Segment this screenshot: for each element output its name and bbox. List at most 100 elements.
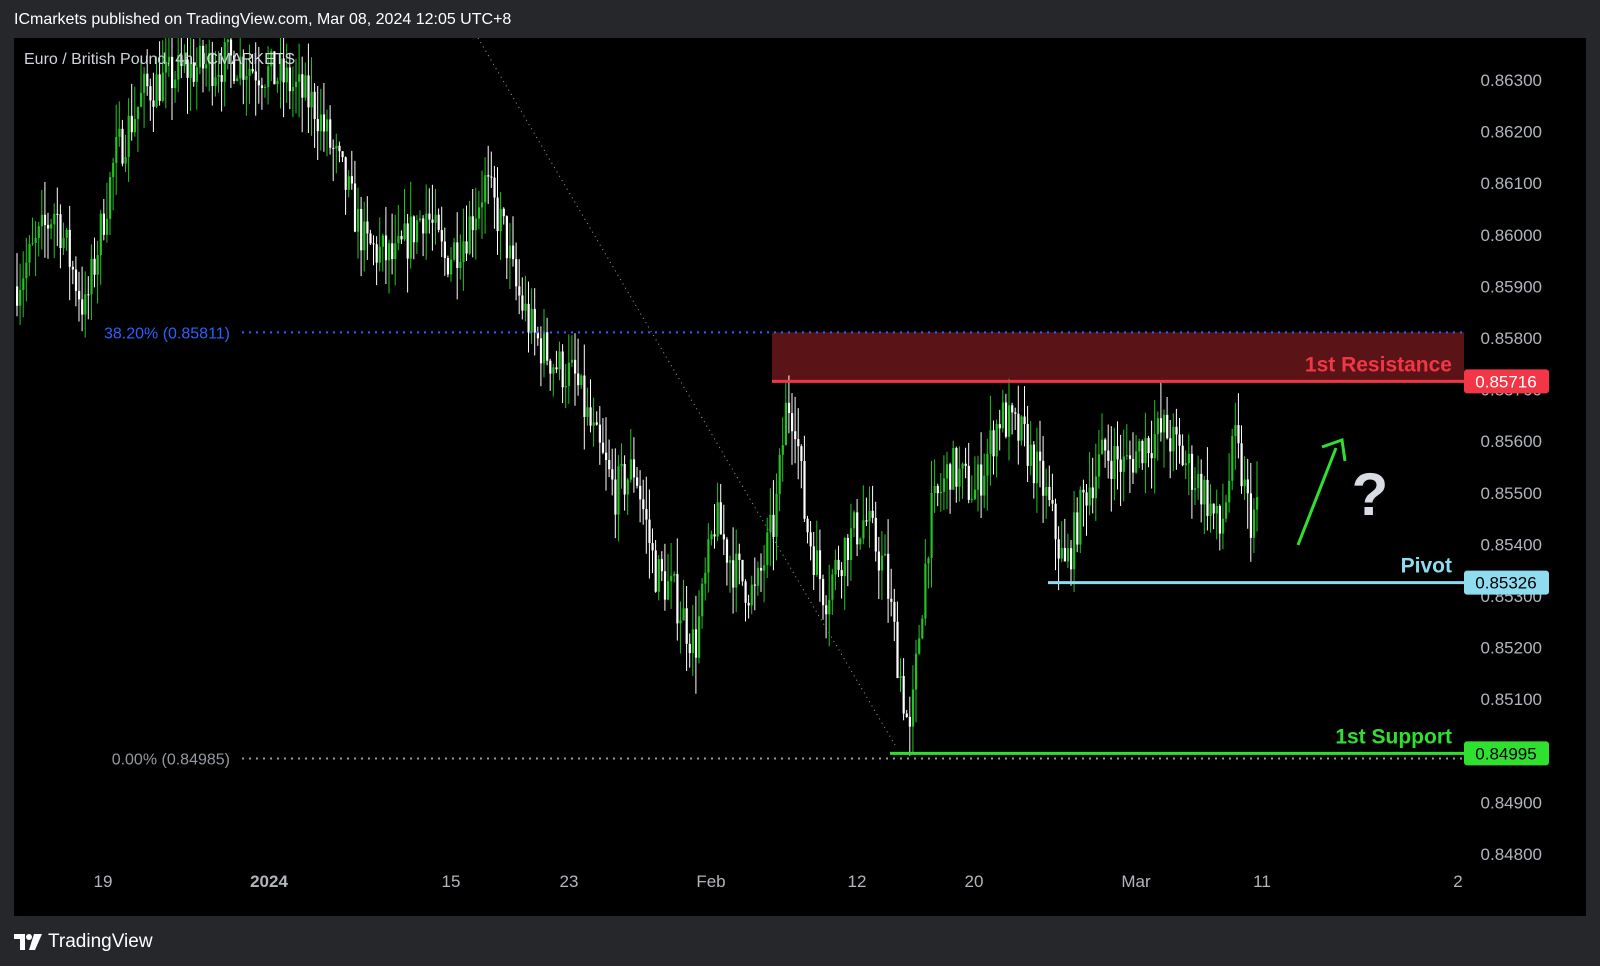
candle-body	[828, 599, 831, 615]
time-tick: 11	[1253, 872, 1271, 891]
candle-body	[546, 332, 549, 361]
price-tick: 0.85800	[1481, 329, 1542, 348]
candle-body	[908, 716, 911, 727]
candle-body	[769, 514, 772, 533]
candle-body	[583, 375, 586, 418]
candle-body	[499, 208, 502, 232]
time-axis[interactable]: 19 2024 15 23 Feb 12 20 Mar 11 2	[94, 872, 1463, 891]
candle-body	[164, 61, 167, 73]
candle-body	[1246, 479, 1249, 494]
candle-body	[397, 235, 400, 244]
support-price-tag: 0.84995	[1464, 741, 1549, 766]
candle-body	[19, 289, 22, 306]
candle-body	[849, 528, 853, 560]
candle-body	[608, 460, 611, 470]
candle-body	[949, 464, 952, 490]
candle-body	[1042, 460, 1045, 496]
candle-body	[428, 213, 431, 220]
candle-body	[403, 223, 406, 240]
candle-body	[140, 92, 143, 107]
candle-body	[536, 332, 539, 339]
candle-body	[260, 85, 264, 89]
candle-body	[285, 67, 288, 83]
candle-body	[750, 584, 753, 606]
candle-body	[1082, 489, 1085, 493]
candle-body	[561, 351, 564, 388]
tradingview-logo[interactable]: TradingView	[14, 931, 153, 953]
candle-body	[983, 475, 986, 496]
candle-body	[50, 224, 53, 229]
candle-body	[378, 246, 381, 263]
candle-body	[295, 81, 298, 88]
candle-body	[1008, 405, 1011, 437]
candle-body	[443, 241, 446, 259]
candle-body	[245, 75, 248, 80]
candle-body	[530, 308, 533, 333]
candle-body	[1225, 502, 1228, 519]
candle-body	[229, 39, 233, 56]
candle-body	[614, 479, 617, 515]
candle-body	[28, 243, 31, 263]
candle-body	[592, 422, 595, 426]
publish-info: ICmarkets published on TradingView.com, …	[14, 11, 512, 28]
candle-body	[549, 360, 552, 374]
candle-body	[980, 464, 983, 496]
candle-body	[512, 245, 515, 260]
candle-body	[288, 67, 291, 92]
candle-body	[753, 584, 756, 586]
candle-body	[539, 338, 543, 364]
candle-body	[899, 676, 902, 679]
candle-body	[453, 242, 456, 260]
candle-body	[59, 214, 62, 249]
candle-body	[555, 367, 558, 370]
candle-body	[1128, 455, 1132, 459]
candle-body	[319, 114, 322, 132]
candle-body	[605, 452, 608, 461]
resistance-price: 0.85716	[1475, 372, 1536, 391]
candle-body	[952, 447, 955, 490]
candle-body	[784, 402, 787, 446]
candle-body	[716, 502, 719, 537]
candle-body	[1141, 441, 1144, 464]
candle-body	[74, 269, 78, 291]
candle-body	[257, 80, 260, 86]
candle-body	[1221, 518, 1225, 534]
candle-body	[1094, 476, 1097, 499]
candle-body	[105, 218, 109, 235]
candle-body	[22, 278, 25, 290]
price-tick: 0.85200	[1481, 639, 1542, 658]
candle-body	[183, 59, 186, 66]
candle-body	[775, 493, 778, 537]
candle-body	[617, 466, 620, 515]
candle-body	[62, 237, 65, 249]
candle-body	[707, 539, 710, 573]
candle-body	[474, 218, 477, 231]
candle-body	[338, 145, 341, 152]
candle-body	[1101, 439, 1104, 455]
candle-body	[803, 461, 806, 519]
candle-body	[747, 602, 750, 606]
candles	[16, 38, 1259, 756]
resistance-price-tag: 0.85716	[1464, 369, 1549, 394]
candle-body	[211, 52, 214, 87]
candle-body	[326, 119, 329, 132]
candle-body	[998, 424, 1001, 429]
candle-body	[1119, 459, 1122, 472]
candle-body	[887, 553, 890, 599]
candle-body	[65, 229, 68, 238]
candle-body	[663, 571, 667, 600]
candle-body	[797, 439, 800, 447]
candle-body	[1004, 402, 1008, 437]
candle-body	[611, 469, 614, 480]
symbol-legend[interactable]: Euro / British Pound, 4h, ICMARKETS	[24, 51, 295, 68]
pivot-label: Pivot	[1401, 555, 1452, 578]
candle-body	[1085, 492, 1088, 506]
candle-body	[527, 303, 530, 333]
candle-body	[276, 80, 279, 85]
tradingview-brand: TradingView	[48, 931, 153, 952]
candle-body	[620, 464, 623, 467]
candle-body	[267, 66, 270, 88]
price-tick: 0.85900	[1481, 277, 1542, 296]
candle-body	[118, 128, 121, 137]
